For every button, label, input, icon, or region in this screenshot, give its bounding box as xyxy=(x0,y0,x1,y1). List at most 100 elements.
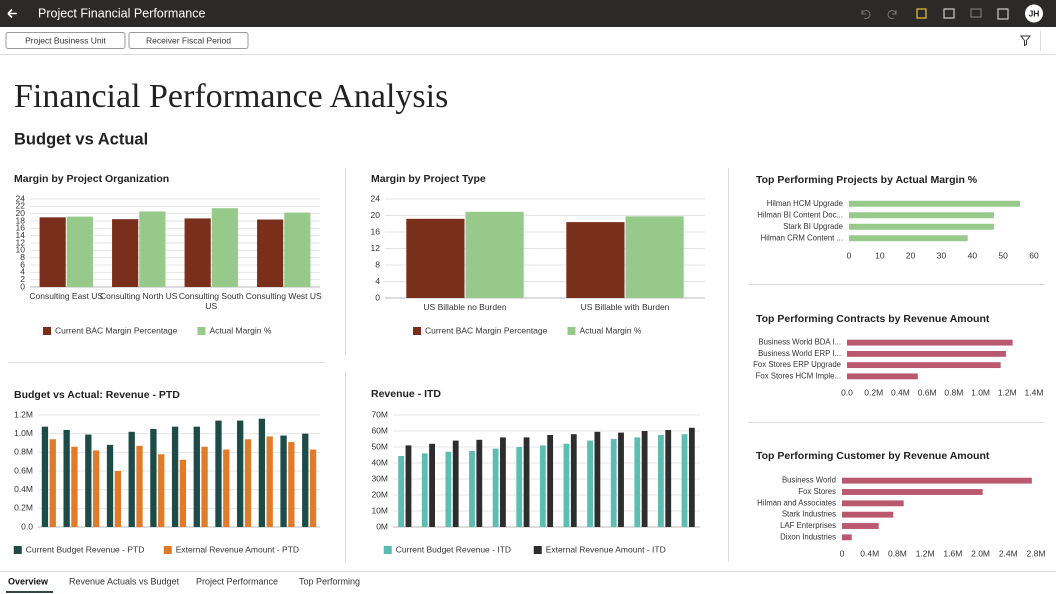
edit-icon[interactable] xyxy=(916,8,927,19)
y-tick-label: 20M xyxy=(371,489,388,499)
legend-label: External Revenue Amount - PTD xyxy=(176,544,299,554)
bar xyxy=(842,523,879,529)
chart-title: Top Performing Customer by Revenue Amoun… xyxy=(756,450,990,462)
present-icon[interactable] xyxy=(997,8,1009,20)
bar xyxy=(587,440,593,527)
bar xyxy=(71,446,78,527)
x-tick-label: Consulting West US xyxy=(246,291,322,301)
legend-label: Actual Margin % xyxy=(210,325,272,335)
x-tick-label: 1.6M xyxy=(943,548,962,558)
y-tick-label: Stark Industries xyxy=(782,510,836,519)
bar xyxy=(469,451,475,527)
legend-swatch xyxy=(197,327,206,335)
bar xyxy=(244,439,252,527)
y-tick-label: 40M xyxy=(371,457,388,467)
y-tick-label: 24 xyxy=(371,193,381,203)
tab[interactable]: Top Performing xyxy=(299,576,360,586)
bar xyxy=(849,212,994,219)
y-tick-label: 0 xyxy=(375,292,380,302)
x-tick-label: 1.0M xyxy=(971,387,990,397)
category-label: Consulting North US xyxy=(100,291,178,301)
app-title: Project Financial Performance xyxy=(38,6,205,20)
bar xyxy=(476,439,483,527)
x-tick-label: 0 xyxy=(840,548,845,558)
y-tick-label: 50M xyxy=(371,441,388,451)
x-tick-label: 1.2M xyxy=(998,387,1017,397)
y-tick-label: 30M xyxy=(371,473,388,483)
undo-icon[interactable] xyxy=(861,10,871,19)
x-tick-label: 0.8M xyxy=(944,387,963,397)
bar xyxy=(847,373,918,380)
y-tick-label: 0.2M xyxy=(14,503,33,513)
chart-title: Margin by Project Type xyxy=(371,173,486,185)
bar xyxy=(641,431,648,527)
filter-button[interactable] xyxy=(5,32,126,49)
x-tick-label: 60 xyxy=(1029,250,1039,260)
y-tick-label: 0M xyxy=(376,521,388,531)
bar xyxy=(847,350,1006,357)
bar xyxy=(201,446,208,527)
y-tick-label: 10 xyxy=(16,245,26,255)
bar xyxy=(66,216,93,287)
legend-swatch xyxy=(413,327,421,335)
bar xyxy=(106,444,114,527)
legend-label: External Revenue Amount - ITD xyxy=(546,544,666,554)
y-tick-label: 0 xyxy=(20,281,25,291)
bar xyxy=(610,439,617,527)
section-title: Budget vs Actual xyxy=(14,130,148,148)
y-tick-label: 0.8M xyxy=(14,447,33,457)
comment-icon[interactable] xyxy=(970,8,982,18)
redo-icon[interactable] xyxy=(887,10,897,19)
bar xyxy=(223,449,230,527)
tab[interactable]: Overview xyxy=(8,576,49,586)
y-tick-label: 0.6M xyxy=(14,465,33,475)
bar xyxy=(421,453,428,527)
bar xyxy=(405,445,412,527)
x-tick-label: 1.2M xyxy=(916,548,935,558)
bar xyxy=(842,511,894,518)
x-tick-label: Consulting South US xyxy=(178,291,244,311)
y-tick-label: Hilman CRM Content ... xyxy=(761,233,843,242)
bar xyxy=(288,442,295,527)
y-tick-label: 8 xyxy=(20,252,25,262)
back-button[interactable] xyxy=(7,8,17,19)
bar xyxy=(658,435,664,527)
bar xyxy=(563,443,570,527)
tab[interactable]: Revenue Actuals vs Budget xyxy=(69,576,180,586)
y-tick-label: Fox Stores xyxy=(798,487,836,496)
legend-swatch xyxy=(567,327,576,335)
x-tick-label: 0.4M xyxy=(860,548,879,558)
y-tick-label: 12 xyxy=(371,243,381,253)
y-tick-label: 20 xyxy=(371,210,381,220)
bar xyxy=(309,449,317,527)
bar xyxy=(465,211,524,298)
filter-button[interactable] xyxy=(128,32,249,49)
bar xyxy=(266,436,273,527)
x-tick-label: US Billable no Burden xyxy=(423,302,506,312)
x-tick-label: 0.2M xyxy=(864,387,883,397)
bar xyxy=(681,434,688,527)
y-tick-label: Dixon Industries xyxy=(780,532,836,541)
x-tick-label: 50 xyxy=(998,250,1008,260)
bar xyxy=(847,339,1013,346)
bar xyxy=(594,431,601,527)
bar xyxy=(634,437,641,527)
header-bar xyxy=(0,0,1056,27)
category-label: Consulting South US xyxy=(178,291,244,311)
bar xyxy=(63,429,70,527)
data-icon[interactable] xyxy=(943,8,955,19)
x-tick-label: Consulting North US xyxy=(100,291,178,301)
x-tick-label: 10 xyxy=(875,250,885,260)
x-tick-label: 0.4M xyxy=(891,387,910,397)
tab[interactable]: Project Performance xyxy=(196,576,278,586)
y-tick-label: 0.4M xyxy=(14,484,33,494)
x-tick-label: 2.8M xyxy=(1027,548,1046,558)
bar xyxy=(136,445,143,527)
filter-icon[interactable] xyxy=(1019,35,1032,47)
bar xyxy=(284,212,311,287)
user-avatar[interactable] xyxy=(1025,4,1043,23)
x-tick-label: US Billable with Burden xyxy=(581,302,670,312)
bar xyxy=(92,450,100,527)
